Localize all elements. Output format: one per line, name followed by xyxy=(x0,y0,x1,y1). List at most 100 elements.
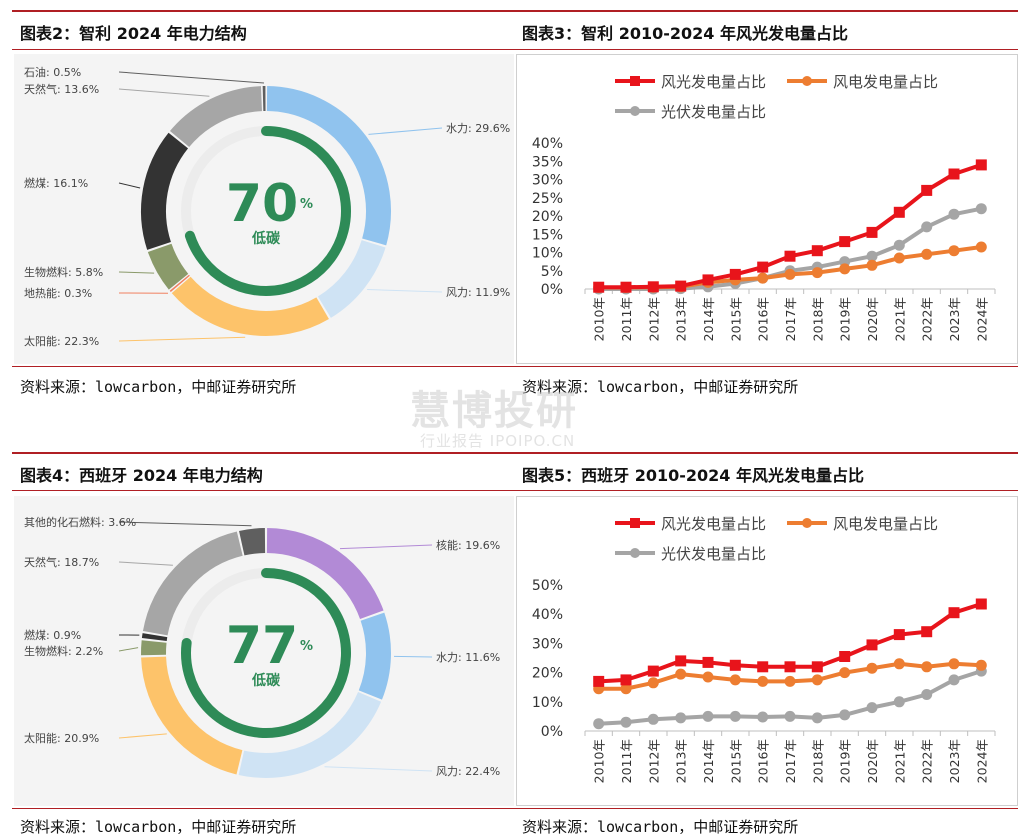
slice-label: 燃煤: 0.9% xyxy=(24,628,81,642)
y-tick-label: 30% xyxy=(532,173,563,189)
x-tick-label: 2016年 xyxy=(756,297,771,341)
data-point xyxy=(975,159,987,171)
x-tick-label: 2022年 xyxy=(920,297,935,341)
legend-label: 风电发电量占比 xyxy=(833,515,938,533)
leader-line xyxy=(118,521,252,527)
data-point xyxy=(702,671,714,683)
data-point xyxy=(729,659,741,671)
data-point xyxy=(675,712,687,724)
center-unit: % xyxy=(300,639,313,654)
data-point xyxy=(620,281,632,293)
data-point xyxy=(620,716,632,728)
x-tick-label: 2024年 xyxy=(974,297,989,341)
leader-line xyxy=(118,88,210,97)
data-point xyxy=(702,274,714,286)
x-tick-label: 2021年 xyxy=(892,739,907,783)
data-point xyxy=(921,689,933,700)
chart-fig2: 水力: 29.6% 风力: 11.9% 太阳能: 22.3% 地热能: 0.3% 生物燃… xyxy=(14,54,514,364)
data-point xyxy=(593,718,605,730)
chart-fig4: 核能: 19.6% 水力: 11.6% 风力: 22.4% 太阳能: 20.9% 生物燃… xyxy=(14,496,514,806)
caption-fig5: 图表5：西班牙 2010-2024 年风光发电量占比 xyxy=(522,466,864,485)
caption-fig4: 图表4：西班牙 2024 年电力结构 xyxy=(20,466,263,485)
x-tick-label: 2018年 xyxy=(810,297,825,341)
donut-slice xyxy=(141,633,168,642)
caption-rule xyxy=(12,49,1018,50)
caption-fig2: 图表2：智利 2024 年电力结构 xyxy=(20,24,247,43)
slice-label: 生物燃料: 5.8% xyxy=(24,265,103,279)
center-unit: % xyxy=(300,197,313,212)
legend-label: 风光发电量占比 xyxy=(661,73,766,91)
y-tick-label: 0% xyxy=(541,724,563,740)
data-point xyxy=(647,665,659,677)
data-point xyxy=(839,651,851,662)
data-point xyxy=(975,241,987,253)
slice-label: 风力: 22.4% xyxy=(436,765,500,778)
x-tick-label: 2019年 xyxy=(838,739,853,783)
data-point xyxy=(784,268,796,280)
x-tick-label: 2019年 xyxy=(838,297,853,341)
data-point xyxy=(647,677,659,689)
data-point xyxy=(757,261,769,273)
legend-marker xyxy=(630,518,640,528)
data-point xyxy=(675,655,687,667)
leader-line xyxy=(118,647,139,652)
x-tick-label: 2013年 xyxy=(674,739,689,783)
donut-slice xyxy=(169,274,190,292)
legend-label: 风电发电量占比 xyxy=(833,73,938,91)
data-point xyxy=(757,272,769,284)
leader-line xyxy=(118,271,155,274)
x-tick-label: 2010年 xyxy=(592,739,607,783)
chart-fig5: 风光发电量占比 风电发电量占比 光伏发电量占比 0% 10% 20% 30% 40% 50% 20… xyxy=(516,496,1018,806)
center-value: 70 xyxy=(226,174,298,234)
data-point xyxy=(757,711,769,723)
slice-label: 水力: 11.6% xyxy=(436,651,500,664)
x-tick-label: 2021年 xyxy=(892,297,907,341)
leader-line xyxy=(118,733,167,739)
data-point xyxy=(811,674,823,686)
donut-slice xyxy=(266,528,384,620)
data-point xyxy=(893,206,905,218)
donut-slice xyxy=(358,612,391,700)
leader-line xyxy=(118,336,246,342)
slice-label: 燃煤: 16.1% xyxy=(24,176,88,190)
data-point xyxy=(784,250,796,262)
caption-fig3: 图表3：智利 2010-2024 年风光发电量占比 xyxy=(522,24,848,43)
leader-line xyxy=(393,655,433,658)
x-tick-label: 2013年 xyxy=(674,297,689,341)
slice-label: 生物燃料: 2.2% xyxy=(24,644,103,658)
data-point xyxy=(784,661,796,673)
data-point xyxy=(866,662,878,674)
center-label: 低碳 xyxy=(251,230,281,247)
y-tick-label: 15% xyxy=(532,227,563,243)
low-carbon-ring xyxy=(181,568,351,738)
y-tick-label: 0% xyxy=(541,282,563,298)
x-tick-label: 2023年 xyxy=(947,739,962,783)
data-point xyxy=(948,674,960,686)
donut-slice xyxy=(147,243,189,290)
slice-label: 其他的化石燃料: 3.6% xyxy=(24,515,136,529)
donut-chart-chile: 水力: 29.6% 风力: 11.9% 太阳能: 22.3% 地热能: 0.3% 生物燃… xyxy=(24,65,510,348)
x-tick-label: 2014年 xyxy=(701,297,716,341)
top-rule xyxy=(12,10,1018,12)
slice-label: 风力: 11.9% xyxy=(446,286,510,299)
y-tick-label: 40% xyxy=(532,607,563,623)
legend-label: 光伏发电量占比 xyxy=(661,545,766,563)
source-fig5: 资料来源：lowcarbon，中邮证券研究所 xyxy=(522,818,799,836)
leader-line xyxy=(118,561,173,566)
y-tick-label: 25% xyxy=(532,191,563,207)
leader-line xyxy=(339,544,433,550)
data-point xyxy=(893,696,905,708)
data-point xyxy=(839,263,851,275)
y-tick-label: 30% xyxy=(532,636,563,652)
data-point xyxy=(675,280,687,292)
source-rule-bottom xyxy=(12,808,1018,809)
x-tick-label: 2012年 xyxy=(646,739,661,783)
data-point xyxy=(948,607,960,619)
data-point xyxy=(702,710,714,722)
data-point xyxy=(784,710,796,722)
data-point xyxy=(866,226,878,238)
x-tick-label: 2018年 xyxy=(810,739,825,783)
data-point xyxy=(975,598,987,610)
data-point xyxy=(921,661,933,673)
